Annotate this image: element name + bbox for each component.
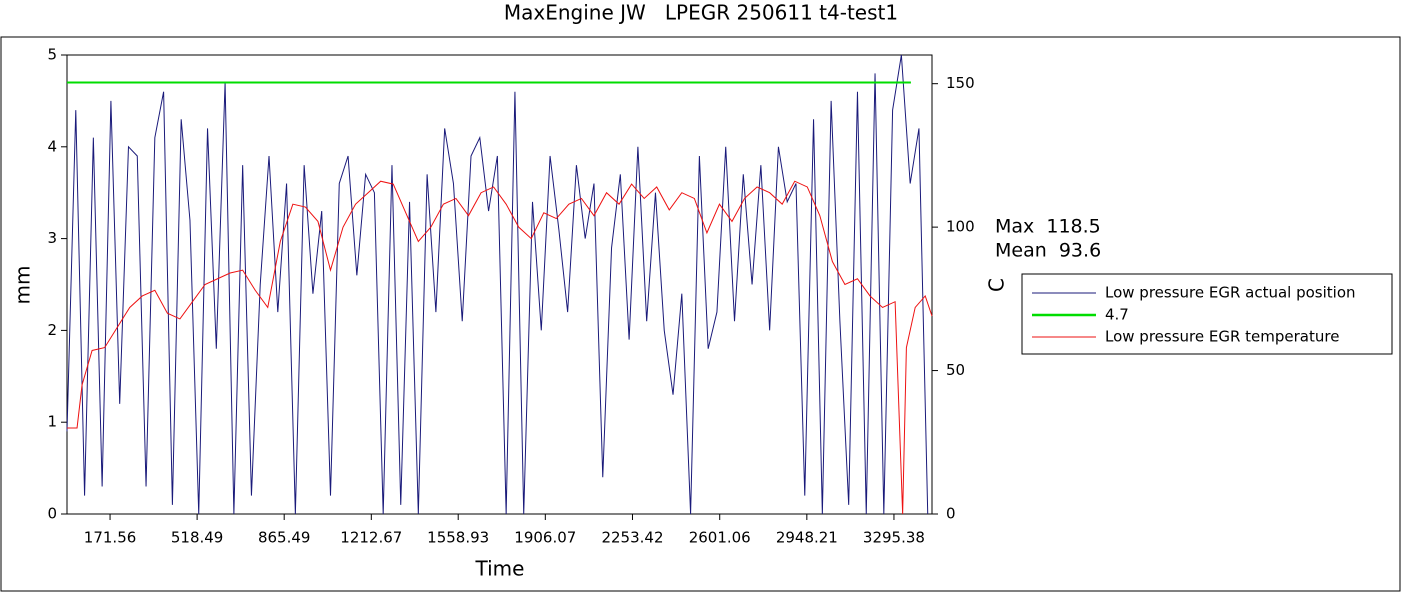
x-tick-label: 865.49 [258,529,311,547]
y-tick-label: 1 [47,413,57,431]
y-tick-label: 4 [47,137,57,155]
chart-title: MaxEngine JW LPEGR 250611 t4-test1 [504,1,898,25]
legend-label: Low pressure EGR actual position [1105,284,1356,302]
annotation: Mean 93.6 [995,240,1101,262]
x-tick-label: 171.56 [84,529,137,547]
y2-tick-label: 150 [946,74,975,92]
x-tick-label: 518.49 [171,529,224,547]
x-axis-label: Time [475,557,525,581]
y2-tick-label: 50 [946,361,965,379]
legend-label: 4.7 [1105,306,1129,324]
plot-area [66,54,933,515]
x-tick-label: 1906.07 [514,529,576,547]
annotation: Max 118.5 [995,216,1101,238]
x-tick-label: 2601.06 [689,529,751,547]
legend-label: Low pressure EGR temperature [1105,328,1339,346]
x-tick-label: 3295.38 [863,529,925,547]
y-tick-label: 5 [47,46,57,64]
x-tick-label: 1558.93 [427,529,489,547]
y-axis-label: mm [11,266,35,305]
y2-tick-label: 0 [946,505,956,523]
data-line [67,180,933,515]
y-tick-label: 2 [47,321,57,339]
data-line [66,54,929,515]
x-tick-label: 1212.67 [340,529,402,547]
y-tick-label: 0 [47,505,57,523]
x-tick-label: 2948.21 [776,529,838,547]
y2-axis-label: C [985,278,1009,292]
x-tick-label: 2253.42 [601,529,663,547]
y-tick-label: 3 [47,229,57,247]
y2-tick-label: 100 [946,218,975,236]
